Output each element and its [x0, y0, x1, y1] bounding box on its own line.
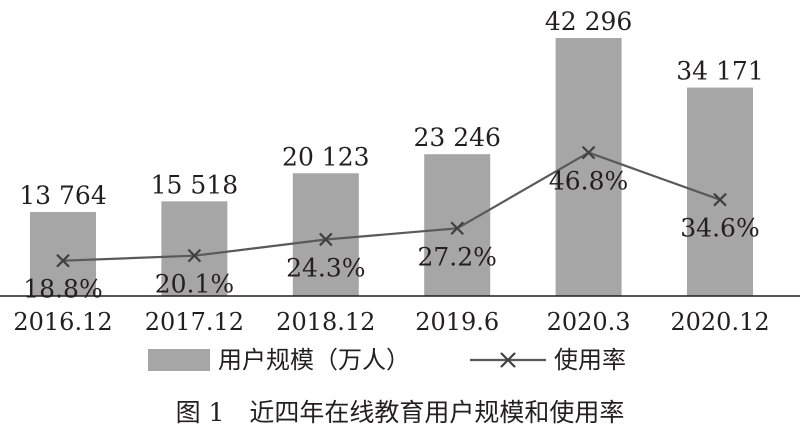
bar-2020.3 — [555, 38, 622, 296]
bar-value-labels: 13 764 15 518 20 123 23 246 42 296 34 171 — [19, 7, 763, 210]
bar-value-label: 42 296 — [545, 7, 632, 36]
rate-value-label: 46.8% — [549, 167, 628, 196]
legend-line-label: 使用率 — [554, 346, 626, 374]
legend-bar-swatch — [148, 349, 210, 371]
legend-line-marker — [500, 352, 516, 368]
x-tick-label: 2020.3 — [547, 308, 631, 336]
rate-marker — [56, 253, 70, 268]
bar-value-label: 13 764 — [19, 181, 106, 210]
rate-value-label: 27.2% — [417, 242, 496, 271]
x-tick-labels: 2016.12 2017.12 2018.12 2019.6 2020.3 2020.12 — [13, 308, 769, 336]
rate-marker — [450, 221, 464, 236]
rate-value-label: 24.3% — [286, 253, 365, 282]
bar-series — [30, 38, 753, 296]
bar-value-label: 15 518 — [151, 170, 238, 199]
rate-marker — [581, 145, 596, 160]
rate-marker — [319, 232, 333, 247]
rate-value-label: 18.8% — [23, 275, 102, 304]
chart-caption: 图 1 近四年在线教育用户规模和使用率 — [176, 398, 625, 427]
bar-value-label: 20 123 — [282, 142, 369, 171]
bar-2019.6 — [424, 154, 491, 296]
legend-bar-label: 用户规模（万人） — [218, 346, 410, 374]
x-tick-label: 2019.6 — [415, 308, 499, 336]
x-tick-label: 2020.12 — [670, 308, 769, 336]
legend: 用户规模（万人） 使用率 — [148, 346, 626, 374]
rate-value-labels: 18.8% 20.1% 24.3% 27.2% 46.8% 34.6% — [23, 167, 759, 304]
rate-marker — [713, 192, 727, 207]
x-tick-label: 2018.12 — [276, 308, 375, 336]
bar-2018.12 — [292, 173, 359, 296]
bar-2017.12 — [161, 201, 228, 296]
bar-value-label: 34 171 — [676, 57, 763, 86]
bar-value-label: 23 246 — [413, 123, 500, 152]
x-tick-label: 2016.12 — [13, 308, 112, 336]
rate-marker — [187, 248, 202, 263]
rate-value-label: 34.6% — [680, 214, 759, 243]
bar-2016.12 — [30, 212, 96, 296]
rate-line — [62, 151, 721, 262]
x-tick-label: 2017.12 — [145, 308, 244, 336]
rate-value-label: 20.1% — [155, 270, 234, 299]
rate-markers — [56, 145, 727, 268]
